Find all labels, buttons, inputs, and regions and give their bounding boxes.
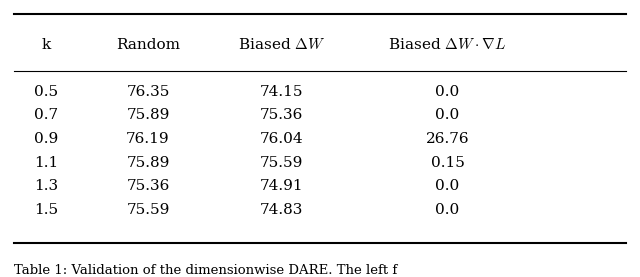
Text: 0.0: 0.0 <box>435 179 460 193</box>
Text: 0.9: 0.9 <box>34 132 58 146</box>
Text: k: k <box>42 38 51 52</box>
Text: 74.83: 74.83 <box>260 203 303 217</box>
Text: 0.0: 0.0 <box>435 85 460 99</box>
Text: 74.15: 74.15 <box>260 85 303 99</box>
Text: 75.36: 75.36 <box>126 179 170 193</box>
Text: 1.3: 1.3 <box>34 179 58 193</box>
Text: Biased $\Delta W \cdot \nabla L$: Biased $\Delta W \cdot \nabla L$ <box>388 37 506 52</box>
Text: 0.5: 0.5 <box>34 85 58 99</box>
Text: Random: Random <box>116 38 180 52</box>
Text: 26.76: 26.76 <box>426 132 469 146</box>
Text: 76.35: 76.35 <box>126 85 170 99</box>
Text: 1.1: 1.1 <box>34 156 58 170</box>
Text: 75.59: 75.59 <box>260 156 303 170</box>
Text: 0.7: 0.7 <box>34 108 58 122</box>
Text: 76.04: 76.04 <box>260 132 303 146</box>
Text: 0.0: 0.0 <box>435 203 460 217</box>
Text: 75.89: 75.89 <box>126 108 170 122</box>
Text: 76.19: 76.19 <box>126 132 170 146</box>
Text: 0.15: 0.15 <box>431 156 465 170</box>
Text: Biased $\Delta W$: Biased $\Delta W$ <box>238 37 326 52</box>
Text: 75.59: 75.59 <box>126 203 170 217</box>
Text: Table 1: Validation of the dimensionwise DARE. The left f: Table 1: Validation of the dimensionwise… <box>14 264 397 277</box>
Text: 0.0: 0.0 <box>435 108 460 122</box>
Text: 75.89: 75.89 <box>126 156 170 170</box>
Text: 1.5: 1.5 <box>34 203 58 217</box>
Text: 75.36: 75.36 <box>260 108 303 122</box>
Text: 74.91: 74.91 <box>260 179 303 193</box>
